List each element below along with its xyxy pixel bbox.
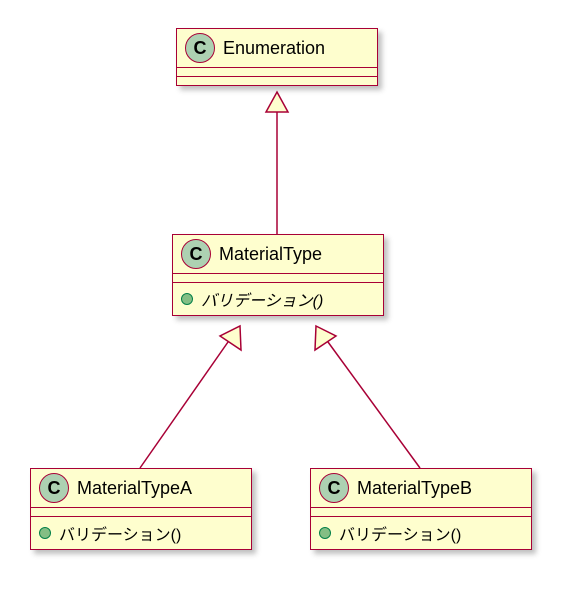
visibility-public-icon <box>39 527 51 539</box>
class-stereotype-icon: C <box>181 239 211 269</box>
method-label: バリデーション() <box>59 521 181 545</box>
class-materialtype: C MaterialType バリデーション() <box>172 234 384 316</box>
stereotype-letter: C <box>194 38 207 59</box>
stereotype-letter: C <box>190 244 203 265</box>
class-materialtypea: C MaterialTypeA バリデーション() <box>30 468 252 550</box>
class-header: C Enumeration <box>177 29 377 68</box>
class-enumeration: C Enumeration <box>176 28 378 86</box>
class-materialtypeb: C MaterialTypeB バリデーション() <box>310 468 532 550</box>
stereotype-letter: C <box>328 478 341 499</box>
class-methods-empty <box>177 77 377 85</box>
class-method-row: バリデーション() <box>173 283 383 315</box>
class-stereotype-icon: C <box>39 473 69 503</box>
arrowhead-enumeration <box>266 92 288 112</box>
class-name-label: Enumeration <box>223 38 325 59</box>
method-label: バリデーション() <box>201 287 323 311</box>
stereotype-letter: C <box>48 478 61 499</box>
class-method-row: バリデーション() <box>31 517 251 549</box>
arrowhead-materialtype-left <box>220 326 241 350</box>
class-name-label: MaterialTypeB <box>357 478 472 499</box>
class-header: C MaterialType <box>173 235 383 274</box>
class-header: C MaterialTypeA <box>31 469 251 508</box>
class-name-label: MaterialType <box>219 244 322 265</box>
method-label: バリデーション() <box>339 521 461 545</box>
edge-materialtypea-materialtype <box>140 342 228 468</box>
class-header: C MaterialTypeB <box>311 469 531 508</box>
class-attributes-empty <box>31 508 251 517</box>
visibility-public-icon <box>181 293 193 305</box>
class-stereotype-icon: C <box>319 473 349 503</box>
arrowhead-materialtype-right <box>315 326 336 350</box>
edge-materialtypeb-materialtype <box>328 342 420 468</box>
class-method-row: バリデーション() <box>311 517 531 549</box>
class-attributes-empty <box>173 274 383 283</box>
class-name-label: MaterialTypeA <box>77 478 192 499</box>
class-attributes-empty <box>177 68 377 77</box>
visibility-public-icon <box>319 527 331 539</box>
class-attributes-empty <box>311 508 531 517</box>
class-stereotype-icon: C <box>185 33 215 63</box>
